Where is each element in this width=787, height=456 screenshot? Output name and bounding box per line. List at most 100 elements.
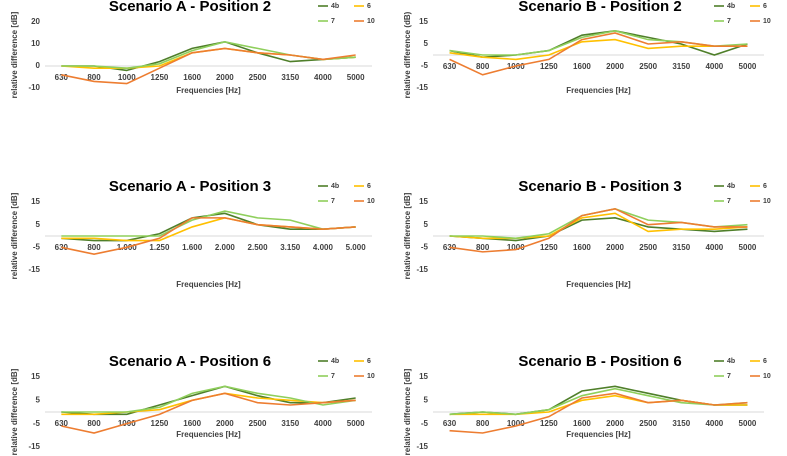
y-tick-label: -5 <box>421 242 429 251</box>
x-tick-label: 1600 <box>183 73 201 82</box>
legend-label: 10 <box>763 18 771 25</box>
x-tick-label: 1600 <box>183 419 201 428</box>
x-tick-label: 4.000 <box>313 243 334 252</box>
x-axis-label: Frequencies [Hz] <box>566 430 631 439</box>
legend-label: 10 <box>367 373 375 380</box>
x-tick-label: 630 <box>55 419 69 428</box>
x-tick-label: 3150 <box>672 243 690 252</box>
legend-label: 6 <box>763 3 767 10</box>
x-tick-label: 1600 <box>573 419 591 428</box>
x-tick-label: 1250 <box>151 73 169 82</box>
x-tick-label: 2500 <box>639 243 657 252</box>
series-line <box>449 212 748 240</box>
y-tick-label: 10 <box>31 39 40 48</box>
legend-label: 10 <box>367 198 375 205</box>
legend-label: 4b <box>331 183 339 190</box>
chart-title: Scenario A - Position 6 <box>109 353 271 370</box>
legend-label: 4b <box>331 358 339 365</box>
x-tick-label: 5000 <box>739 243 757 252</box>
series-line <box>61 210 356 237</box>
x-tick-label: 630 <box>55 73 69 82</box>
legend-label: 10 <box>367 18 375 25</box>
y-tick-label: 5 <box>424 395 429 404</box>
series-line <box>449 217 748 242</box>
y-axis-label: relative difference [dB] <box>403 368 412 455</box>
chart-title: Scenario B - Position 6 <box>518 353 681 370</box>
y-tick-label: 20 <box>31 17 40 26</box>
x-tick-label: 2500 <box>639 419 657 428</box>
x-tick-label: 630 <box>443 62 457 71</box>
y-tick-label: -15 <box>28 265 40 274</box>
x-axis-label: Frequencies [Hz] <box>176 430 241 439</box>
series-line <box>61 47 356 85</box>
y-tick-label: -15 <box>416 265 428 274</box>
x-tick-label: 5000 <box>347 419 365 428</box>
legend-label: 4b <box>727 358 735 365</box>
x-axis-label: Frequencies [Hz] <box>176 86 241 95</box>
legend-label: 7 <box>727 198 731 205</box>
series-line <box>449 392 748 434</box>
y-tick-label: 5 <box>36 395 41 404</box>
legend-label: 6 <box>367 183 371 190</box>
x-tick-label: 3150 <box>281 73 299 82</box>
x-tick-label: 2000 <box>606 419 624 428</box>
legend-label: 6 <box>367 358 371 365</box>
legend-label: 7 <box>727 18 731 25</box>
y-tick-label: -5 <box>33 419 41 428</box>
x-tick-label: 2000 <box>216 73 234 82</box>
y-tick-label: 15 <box>419 17 428 26</box>
series-line <box>61 385 356 416</box>
y-tick-label: -15 <box>416 442 428 451</box>
x-tick-label: 2000 <box>606 62 624 71</box>
x-tick-label: 800 <box>476 419 490 428</box>
x-tick-label: 1250 <box>540 419 558 428</box>
x-tick-label: 1600 <box>573 62 591 71</box>
legend-label: 7 <box>331 198 335 205</box>
chart-title: Scenario A - Position 3 <box>109 178 271 195</box>
x-tick-label: 1600 <box>573 243 591 252</box>
x-tick-label: 800 <box>476 243 490 252</box>
legend-label: 7 <box>727 373 731 380</box>
x-tick-label: 3.150 <box>280 243 301 252</box>
y-tick-label: 5 <box>424 39 429 48</box>
y-tick-label: 15 <box>31 197 40 206</box>
y-axis-label: relative difference [dB] <box>10 192 19 279</box>
series-line <box>61 392 356 434</box>
series-line <box>61 217 356 255</box>
y-tick-label: -10 <box>28 83 40 92</box>
x-tick-label: 4000 <box>314 419 332 428</box>
y-tick-label: -5 <box>421 419 429 428</box>
y-tick-label: 0 <box>36 61 41 70</box>
legend-label: 4b <box>331 3 339 10</box>
series-line <box>449 38 748 61</box>
x-tick-label: 3150 <box>672 62 690 71</box>
x-tick-label: 1000 <box>118 73 136 82</box>
series-line <box>449 32 748 76</box>
x-tick-label: 1000 <box>507 243 525 252</box>
series-line <box>61 385 356 413</box>
x-tick-label: 2500 <box>249 419 267 428</box>
legend-label: 7 <box>331 18 335 25</box>
legend-label: 4b <box>727 3 735 10</box>
chart-title: Scenario B - Position 3 <box>518 178 681 195</box>
x-tick-label: 1250 <box>540 243 558 252</box>
y-axis-label: relative difference [dB] <box>403 192 412 279</box>
legend-label: 7 <box>331 373 335 380</box>
y-tick-label: 15 <box>419 372 428 381</box>
x-tick-label: 5.000 <box>346 243 367 252</box>
legend-label: 6 <box>367 3 371 10</box>
x-tick-label: 4000 <box>705 62 723 71</box>
series-line <box>449 207 748 253</box>
x-axis-label: Frequencies [Hz] <box>176 280 241 289</box>
x-tick-label: 2.000 <box>215 243 236 252</box>
y-tick-label: -15 <box>416 83 428 92</box>
x-tick-label: 5000 <box>739 419 757 428</box>
x-tick-label: 5000 <box>347 73 365 82</box>
series-line <box>449 387 748 416</box>
chart-title: Scenario B - Position 2 <box>518 0 681 15</box>
x-tick-label: 4000 <box>705 243 723 252</box>
y-tick-label: -5 <box>33 242 41 251</box>
x-tick-label: 2.500 <box>248 243 269 252</box>
x-tick-label: 800 <box>87 243 101 252</box>
x-tick-label: 2000 <box>216 419 234 428</box>
